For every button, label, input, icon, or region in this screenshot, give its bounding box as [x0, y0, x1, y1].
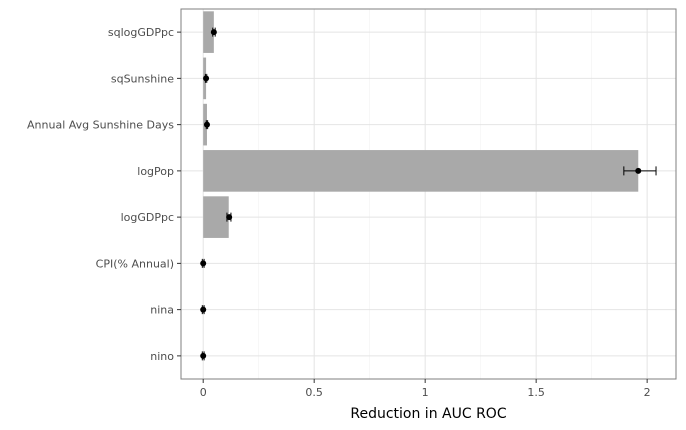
x-tick-label: 1	[422, 386, 429, 399]
point-estimate	[203, 121, 210, 128]
x-tick-label: 0	[200, 386, 207, 399]
y-tick-label: logGDPpc	[121, 211, 174, 224]
point-estimate	[210, 29, 217, 36]
error-bars	[201, 27, 657, 361]
point-estimate	[635, 167, 642, 174]
grid	[181, 9, 676, 379]
x-tick-label: 2	[644, 386, 651, 399]
point-estimate	[200, 260, 207, 267]
point-estimate	[200, 352, 207, 359]
y-tick-label: logPop	[137, 165, 174, 178]
point-estimate	[203, 75, 210, 82]
bar-loggdppc	[203, 196, 229, 238]
point-estimate	[226, 214, 233, 221]
panel-border	[180, 8, 677, 380]
y-tick-label: Annual Avg Sunshine Days	[27, 119, 174, 132]
bar-sqloggdppc	[203, 11, 214, 53]
x-tick-label: 0.5	[305, 386, 323, 399]
point-estimate	[200, 306, 207, 313]
x-axis-title: Reduction in AUC ROC	[350, 406, 506, 422]
y-axis: sqlogGDPpc sqSunshine Annual Avg Sunshine …	[27, 26, 181, 363]
y-tick-label: nina	[150, 304, 174, 317]
x-axis: 0 0.5 1 1.5 2	[200, 379, 651, 399]
y-tick-label: nino	[150, 350, 174, 363]
points	[200, 29, 642, 359]
bar-logpop	[203, 150, 639, 192]
y-tick-label: sqSunshine	[111, 72, 174, 85]
y-tick-label: sqlogGDPpc	[108, 26, 174, 39]
y-tick-label: CPI(% Annual)	[96, 257, 174, 270]
x-tick-label: 1.5	[527, 386, 545, 399]
